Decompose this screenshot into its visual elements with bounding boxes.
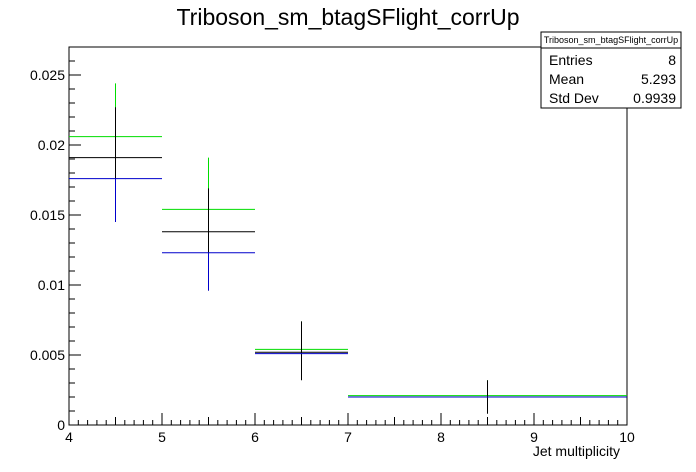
y-tick-label: 0.01 — [38, 277, 65, 293]
x-axis: 4 5 6 7 8 9 10 — [65, 413, 635, 445]
chart-title: Triboson_sm_btagSFlight_corrUp — [176, 4, 519, 30]
stats-label: Entries — [549, 52, 593, 68]
series-2 — [69, 178, 627, 398]
x-tick-label: 9 — [530, 429, 538, 445]
series-0 — [69, 83, 627, 397]
y-tick-label: 0.025 — [30, 67, 65, 83]
x-tick-label: 10 — [619, 429, 635, 445]
y-tick-label: 0.015 — [30, 207, 65, 223]
stats-box-frame — [540, 31, 682, 109]
x-tick-label: 5 — [158, 429, 166, 445]
x-tick-label: 8 — [437, 429, 445, 445]
y-tick-label: 0.02 — [38, 137, 65, 153]
stats-label: Std Dev — [549, 90, 599, 106]
x-tick-label: 7 — [344, 429, 352, 445]
stats-box-title: Triboson_sm_btagSFlight_corrUp — [544, 35, 678, 45]
stats-value: 5.293 — [641, 71, 676, 87]
y-tick-label: 0 — [57, 417, 65, 433]
stats-label: Mean — [549, 71, 584, 87]
y-tick-label: 0.005 — [30, 347, 65, 363]
series-layer — [69, 83, 627, 414]
stats-value: 8 — [668, 52, 676, 68]
series-1 — [69, 107, 627, 414]
x-tick-label: 4 — [65, 429, 73, 445]
x-tick-label: 6 — [251, 429, 259, 445]
y-axis: 0 0.005 0.01 0.015 0.02 0.025 — [30, 46, 81, 433]
stats-box: Triboson_sm_btagSFlight_corrUp Entries 8 Me… — [540, 31, 682, 109]
x-axis-label: Jet multiplicity — [533, 443, 620, 459]
stats-value: 0.9939 — [633, 90, 676, 106]
